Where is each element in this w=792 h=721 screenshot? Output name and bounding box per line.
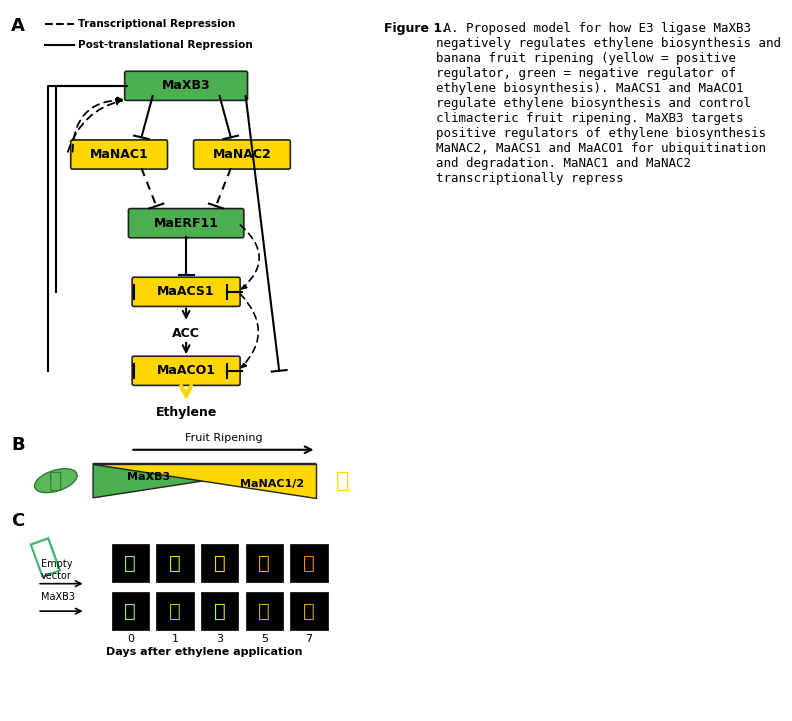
- Text: 0: 0: [127, 634, 134, 644]
- Text: 🍌: 🍌: [214, 554, 226, 572]
- FancyBboxPatch shape: [291, 592, 328, 630]
- Text: Ethylene: Ethylene: [155, 405, 217, 418]
- Text: MaACS1: MaACS1: [158, 286, 215, 298]
- FancyArrowPatch shape: [240, 225, 259, 289]
- Text: Post-translational Repression: Post-translational Repression: [78, 40, 253, 50]
- FancyArrowPatch shape: [240, 294, 258, 368]
- Text: 🍌: 🍌: [336, 471, 349, 491]
- Text: MaNAC2: MaNAC2: [212, 148, 272, 161]
- Text: 🍌: 🍌: [26, 532, 63, 580]
- Text: Days after ethylene application: Days after ethylene application: [106, 647, 303, 658]
- FancyBboxPatch shape: [156, 592, 193, 630]
- FancyBboxPatch shape: [112, 544, 149, 582]
- FancyBboxPatch shape: [132, 356, 240, 386]
- FancyBboxPatch shape: [128, 208, 244, 238]
- Text: ACC: ACC: [172, 327, 200, 340]
- FancyBboxPatch shape: [70, 140, 168, 169]
- Text: 🍌: 🍌: [303, 554, 315, 572]
- Text: 🍌: 🍌: [169, 601, 181, 621]
- Text: 🍌: 🍌: [214, 601, 226, 621]
- Text: MaNAC1: MaNAC1: [89, 148, 148, 161]
- Text: A: A: [11, 17, 25, 35]
- Text: MaACO1: MaACO1: [157, 364, 215, 377]
- Text: Empty
vector: Empty vector: [41, 559, 72, 580]
- FancyBboxPatch shape: [156, 544, 193, 582]
- Text: MaERF11: MaERF11: [154, 217, 219, 230]
- Ellipse shape: [35, 469, 77, 492]
- Text: MaXB3: MaXB3: [128, 472, 170, 482]
- Text: C: C: [11, 512, 25, 529]
- FancyBboxPatch shape: [124, 71, 248, 100]
- Text: A. Proposed model for how E3 ligase MaXB3 negatively regulates ethylene biosynth: A. Proposed model for how E3 ligase MaXB…: [436, 22, 781, 185]
- FancyBboxPatch shape: [201, 544, 238, 582]
- FancyBboxPatch shape: [246, 592, 283, 630]
- Text: MaNAC1/2: MaNAC1/2: [240, 479, 304, 489]
- Text: Fruit Ripening: Fruit Ripening: [185, 433, 262, 443]
- Text: 🍌: 🍌: [169, 554, 181, 572]
- FancyArrowPatch shape: [73, 97, 122, 151]
- Text: MaXB3: MaXB3: [41, 593, 75, 603]
- Text: 🍌: 🍌: [303, 601, 315, 621]
- Text: 🍌: 🍌: [124, 601, 136, 621]
- Text: 🍌: 🍌: [124, 554, 136, 572]
- FancyBboxPatch shape: [201, 592, 238, 630]
- Text: 1: 1: [171, 634, 178, 644]
- FancyBboxPatch shape: [112, 592, 149, 630]
- Text: 3: 3: [216, 634, 223, 644]
- FancyBboxPatch shape: [246, 544, 283, 582]
- Text: MaXB3: MaXB3: [162, 79, 211, 92]
- FancyBboxPatch shape: [193, 140, 291, 169]
- Text: 5: 5: [261, 634, 268, 644]
- Polygon shape: [93, 464, 317, 497]
- FancyBboxPatch shape: [132, 278, 240, 306]
- Text: B: B: [11, 436, 25, 454]
- Text: 7: 7: [306, 634, 313, 644]
- Text: 🍌: 🍌: [258, 601, 270, 621]
- Polygon shape: [93, 464, 317, 497]
- Text: 🍌: 🍌: [258, 554, 270, 572]
- Text: Transcriptional Repression: Transcriptional Repression: [78, 19, 235, 29]
- Text: Figure 1.: Figure 1.: [384, 22, 447, 35]
- FancyBboxPatch shape: [291, 544, 328, 582]
- Text: 🍌: 🍌: [49, 471, 63, 491]
